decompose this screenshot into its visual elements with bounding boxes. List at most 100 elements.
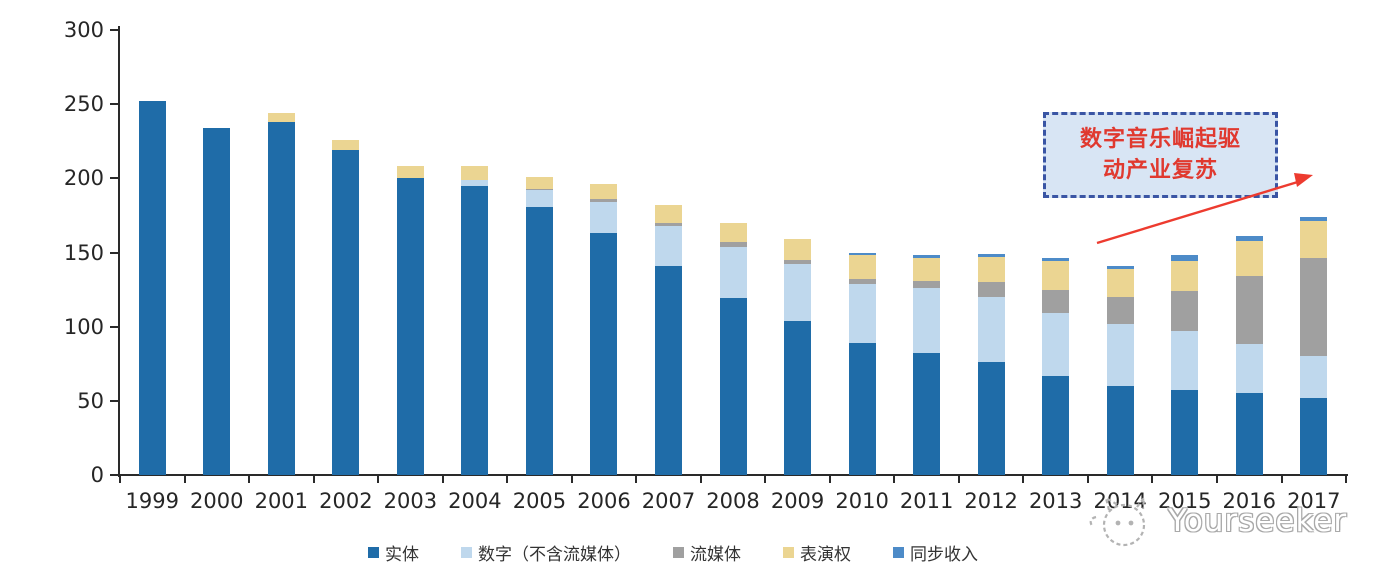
x-axis-label: 2010 [835, 489, 889, 513]
y-axis-tick [110, 474, 118, 476]
bar-segment [590, 202, 618, 234]
bar-segment [1171, 261, 1199, 292]
bar-segment [784, 239, 812, 260]
bar-segment [977, 256, 1005, 283]
x-axis-tick [506, 475, 509, 483]
bar-segment [1042, 375, 1070, 475]
x-axis-label: 2002 [319, 489, 373, 513]
x-axis-tick [764, 475, 767, 483]
bar-segment [848, 252, 876, 256]
y-axis-tick [110, 399, 118, 402]
legend-swatch [461, 547, 472, 558]
legend-swatch [783, 547, 794, 558]
bar-segment [848, 255, 876, 280]
bar-segment [590, 184, 618, 200]
y-axis-label: 0 [90, 463, 104, 487]
legend-label: 实体 [385, 545, 419, 565]
bar-segment [590, 233, 618, 475]
x-axis-label: 2004 [448, 489, 502, 513]
bar-segment [1042, 313, 1070, 376]
y-axis-label: 250 [63, 92, 104, 117]
legend-swatch [673, 547, 684, 558]
bar-segment [1106, 386, 1134, 475]
bar-segment [1171, 291, 1199, 332]
x-axis-tick [828, 475, 831, 483]
bar-segment [1235, 344, 1263, 394]
bar-segment [1171, 255, 1199, 262]
y-axis-label: 100 [63, 314, 104, 339]
y-axis-line [118, 26, 120, 477]
bar-segment [848, 342, 876, 475]
x-axis-label: 2008 [706, 489, 760, 513]
x-axis-tick [893, 475, 896, 483]
legend-item: 表演权 [783, 540, 851, 565]
x-axis-label: 2007 [641, 489, 696, 513]
bar-segment [267, 113, 295, 122]
bar-segment [784, 320, 812, 475]
x-axis-label: 2005 [512, 489, 567, 513]
x-axis-tick [312, 475, 315, 483]
bar-segment [1042, 289, 1070, 314]
bar-segment [1106, 265, 1134, 269]
bar-segment [1106, 297, 1134, 324]
bar-segment [396, 166, 424, 179]
y-axis-tick [110, 177, 118, 180]
legend-label: 表演权 [800, 545, 851, 565]
bar-segment [655, 205, 682, 223]
bar-segment [138, 101, 166, 475]
y-axis-label: 150 [63, 240, 104, 265]
bar-segment [396, 178, 424, 475]
bar-segment [461, 166, 489, 180]
bar-segment [1300, 356, 1328, 398]
x-axis-label: 2000 [190, 489, 244, 513]
bar-segment [332, 150, 360, 475]
bar-segment [332, 139, 360, 151]
bar-segment [913, 255, 941, 259]
bar-segment [525, 188, 553, 191]
x-axis-tick [570, 475, 573, 483]
legend-item: 流媒体 [673, 540, 741, 565]
bar-segment [1106, 323, 1134, 386]
bar-segment [1106, 268, 1134, 297]
watermark-text: Yourseeker [1168, 503, 1348, 539]
x-axis-tick [377, 475, 380, 483]
bar-segment [977, 297, 1005, 363]
bar-segment [848, 279, 876, 284]
x-axis-label: 2016 [1222, 489, 1276, 513]
bar-segment [784, 259, 812, 265]
x-axis-tick [441, 475, 444, 483]
legend-item: 同步收入 [893, 540, 978, 565]
bar-segment [977, 282, 1005, 297]
bar-segment [1042, 258, 1070, 262]
y-axis-tick [110, 29, 118, 31]
bar-segment [913, 280, 941, 289]
y-axis-label: 50 [77, 388, 104, 413]
x-axis-tick [183, 475, 186, 483]
watermark-cat-icon [1089, 495, 1146, 547]
legend-swatch [368, 547, 379, 558]
bar-segment [655, 265, 682, 475]
bar-segment [784, 264, 812, 321]
bar-segment [203, 127, 231, 475]
x-axis-tick [1280, 475, 1283, 483]
x-axis-tick [1086, 475, 1089, 483]
bar-segment [525, 176, 553, 189]
bar-segment [1235, 276, 1263, 345]
x-axis-tick [248, 475, 251, 483]
bar-segment [1171, 331, 1199, 391]
annotation-text-line1: 数字音乐崛起驱 [1079, 127, 1241, 152]
bar-segment [913, 353, 941, 475]
x-axis-label: 2011 [899, 489, 954, 513]
legend-item: 数字（不含流媒体） [461, 540, 631, 565]
bar-segment [1300, 397, 1328, 475]
x-axis-label: 2014 [1093, 489, 1147, 513]
y-axis-tick [110, 325, 118, 328]
bar-segment [461, 185, 489, 475]
x-axis-label: 2001 [254, 489, 309, 513]
bar-segment [719, 242, 747, 247]
bar-segment [977, 362, 1005, 475]
bar-segment [719, 222, 747, 243]
legend-item: 实体 [368, 540, 419, 565]
bar-segment [525, 190, 553, 207]
x-axis-tick [1216, 475, 1218, 483]
